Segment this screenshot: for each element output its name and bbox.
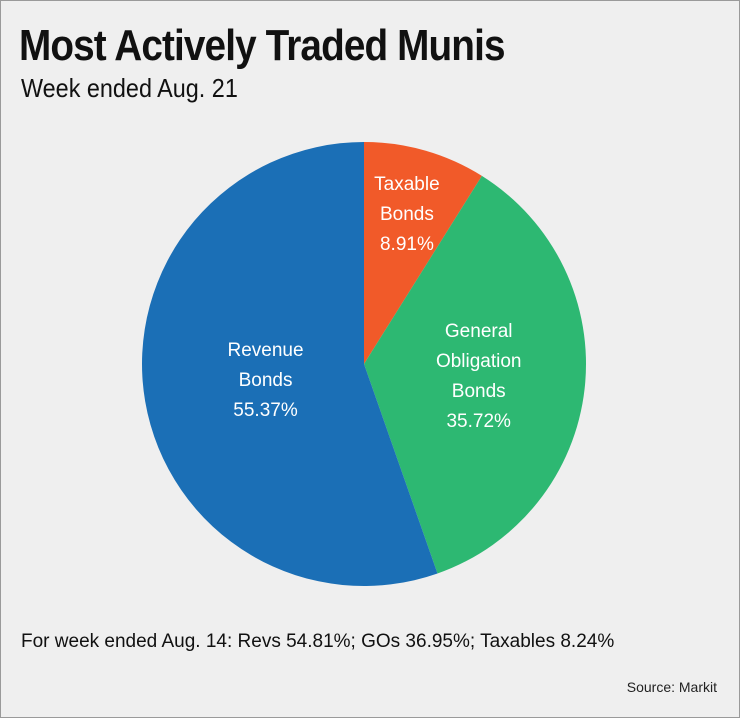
slice-label: Revenue Bonds	[227, 339, 304, 391]
slice-label: Taxable Bonds	[374, 173, 440, 225]
value-label: 8.91%	[379, 233, 434, 255]
value-label: 35.72%	[446, 410, 511, 432]
footnote: For week ended Aug. 14: Revs 54.81%; GOs…	[21, 631, 615, 652]
pie-slice	[141, 142, 438, 586]
chart-subtitle: Week ended Aug. 21	[21, 73, 238, 103]
slice-label: General Obligation Bonds	[435, 320, 522, 402]
pie-slice	[364, 175, 586, 574]
source: Source: Markit	[626, 679, 717, 695]
value-label: 55.37%	[233, 399, 298, 421]
chart-title: Most Actively Traded Munis	[19, 21, 505, 70]
pie-slice	[364, 142, 482, 364]
